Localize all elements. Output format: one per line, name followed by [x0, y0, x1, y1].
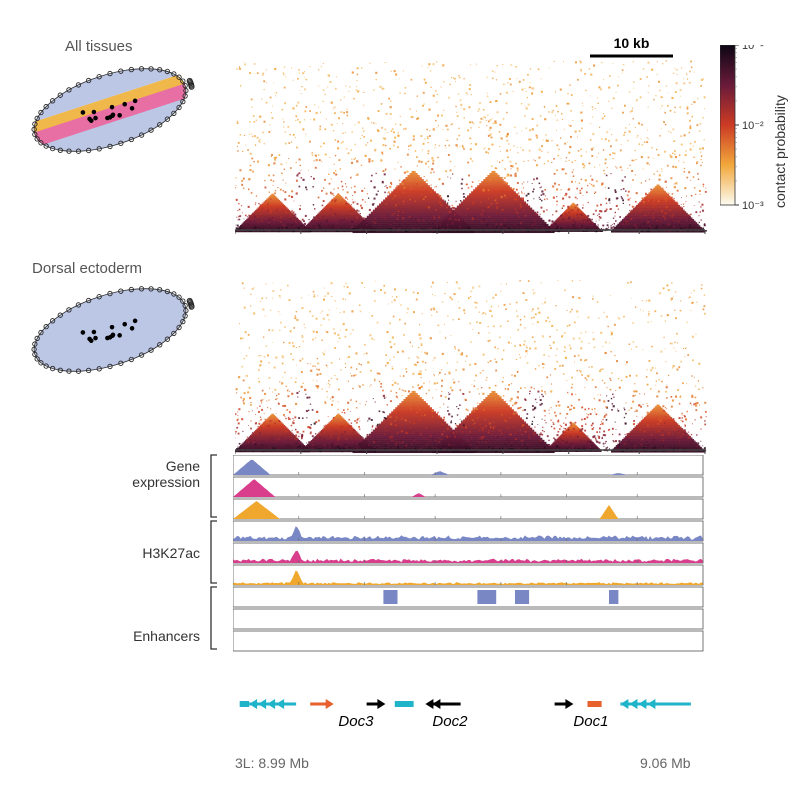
- label-dorsal-ectoderm: Dorsal ectoderm: [32, 260, 142, 277]
- coord-right: 9.06 Mb: [640, 755, 691, 771]
- track-brackets: [205, 453, 225, 683]
- coord-left: 3L: 8.99 Mb: [235, 755, 309, 771]
- svg-text:10⁻¹: 10⁻¹: [742, 45, 764, 52]
- svg-text:10⁻³: 10⁻³: [742, 200, 764, 212]
- track-label-gene-expression: Geneexpression: [80, 458, 200, 490]
- svg-text:10⁻²: 10⁻²: [742, 120, 764, 132]
- embryo-dorsal-ectoderm: [25, 285, 195, 375]
- hic-heatmap-dorsal-ectoderm: [235, 280, 709, 458]
- svg-text:10 kb: 10 kb: [614, 36, 650, 51]
- embryo-all-tissues: [25, 65, 195, 155]
- track-label-enhancers: Enhancers: [80, 628, 200, 644]
- gene-track: Doc3Doc2Doc1: [235, 690, 711, 745]
- colorbar: 10⁻¹ 10⁻² 10⁻³: [720, 45, 780, 215]
- track-label-h3k27ac: H3K27ac: [80, 545, 200, 561]
- hic-heatmap-all-tissues: [235, 60, 709, 238]
- label-all-tissues: All tissues: [65, 38, 133, 55]
- scale-bar: 10 kb: [590, 36, 677, 62]
- colorbar-label: contact probability: [772, 48, 788, 208]
- signal-tracks: 101010101010: [233, 455, 709, 659]
